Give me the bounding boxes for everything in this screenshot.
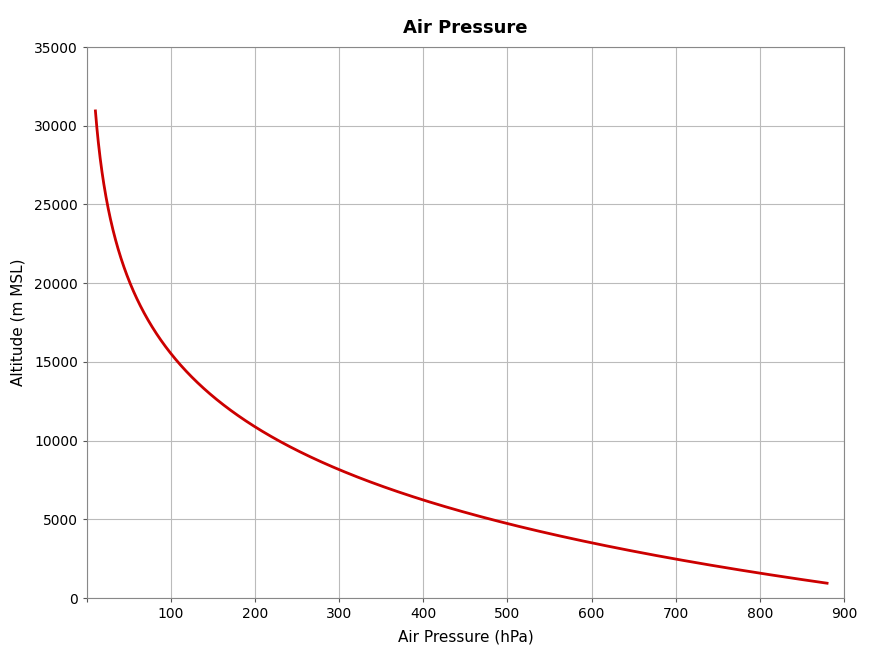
X-axis label: Air Pressure (hPa): Air Pressure (hPa) bbox=[397, 630, 533, 644]
Y-axis label: Altitude (m MSL): Altitude (m MSL) bbox=[10, 259, 26, 386]
Title: Air Pressure: Air Pressure bbox=[402, 19, 527, 37]
